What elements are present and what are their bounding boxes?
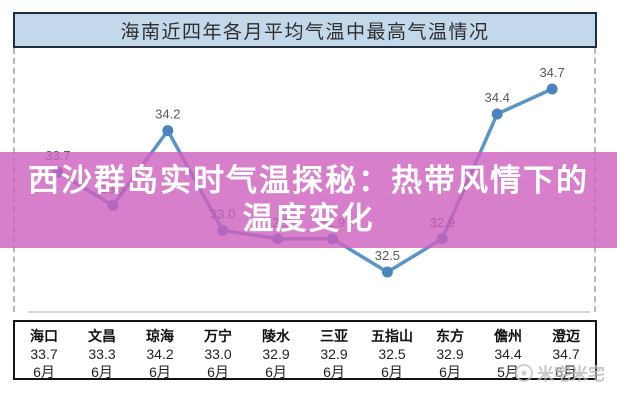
city-name: 琼海 <box>146 328 174 344</box>
table-column: 海口 33.7 6月 <box>15 322 73 380</box>
month-value: 6月 <box>323 364 345 380</box>
watermark-text: 米宅米宅 <box>537 365 605 384</box>
data-point-label: 32.5 <box>375 248 400 263</box>
city-name: 东方 <box>436 328 464 344</box>
headline-line-2: 温度变化 <box>242 201 375 236</box>
month-value: 5月 <box>497 364 519 380</box>
data-point-marker <box>546 83 558 95</box>
temperature-value: 32.9 <box>320 346 348 362</box>
table-column: 文昌 33.3 6月 <box>73 322 131 380</box>
month-value: 6月 <box>555 364 577 380</box>
data-point-label: 34.4 <box>485 90 510 105</box>
temperature-value: 33.7 <box>30 346 58 362</box>
temperature-value: 32.9 <box>262 346 290 362</box>
month-value: 6月 <box>439 364 461 380</box>
city-name: 万宁 <box>204 328 232 344</box>
table-column: 万宁 33.0 6月 <box>189 322 247 380</box>
city-name: 儋州 <box>494 328 522 344</box>
table-column: 三亚 32.9 6月 <box>305 322 363 380</box>
city-name: 澄迈 <box>552 328 580 344</box>
temperature-value: 32.5 <box>378 346 406 362</box>
month-value: 6月 <box>381 364 403 380</box>
table-column: 东方 32.9 6月 <box>421 322 479 380</box>
data-point-marker <box>491 108 503 120</box>
data-point-marker <box>381 266 393 278</box>
temperature-value: 34.2 <box>146 346 174 362</box>
data-point-marker <box>162 125 174 137</box>
temperature-value: 34.7 <box>552 346 580 362</box>
month-value: 6月 <box>91 364 113 380</box>
city-name: 三亚 <box>320 328 348 344</box>
month-value: 6月 <box>265 364 287 380</box>
table-column: 五指山 32.5 6月 <box>363 322 421 380</box>
watermark-logo-icon <box>515 363 533 382</box>
watermark: 米宅米宅 <box>514 360 605 385</box>
city-temperature-table: 海口 33.7 6月 文昌 33.3 6月 琼海 34.2 6月 万宁 33.0 6月 陵水 32.9 6月… <box>13 320 597 380</box>
x-axis-line <box>28 311 590 313</box>
chart-title-bar: 海南近四年各月平均气温中最高气温情况 <box>13 12 597 48</box>
month-value: 6月 <box>33 364 55 380</box>
city-name: 海口 <box>30 328 58 344</box>
table-column: 陵水 32.9 6月 <box>247 322 305 380</box>
city-name: 五指山 <box>371 328 413 344</box>
table-column: 儋州 34.4 5月 <box>479 322 537 380</box>
table-column: 琼海 34.2 6月 <box>131 322 189 380</box>
temperature-value: 32.9 <box>436 346 464 362</box>
city-name: 文昌 <box>88 328 116 344</box>
headline-overlay-band: 西沙群岛实时气温探秘：热带风情下的 温度变化 <box>0 152 617 248</box>
temperature-value: 33.3 <box>88 346 116 362</box>
temperature-value: 34.4 <box>494 346 522 362</box>
city-name: 陵水 <box>262 328 290 344</box>
month-value: 6月 <box>149 364 171 380</box>
temperature-value: 33.0 <box>204 346 232 362</box>
data-point-label: 34.7 <box>539 65 564 80</box>
month-value: 6月 <box>207 364 229 380</box>
chart-title: 海南近四年各月平均气温中最高气温情况 <box>120 21 490 43</box>
table-column: 澄迈 34.7 6月 <box>537 322 595 380</box>
headline-line-1: 西沙群岛实时气温探秘：热带风情下的 <box>28 163 589 198</box>
data-point-label: 34.2 <box>155 107 180 122</box>
